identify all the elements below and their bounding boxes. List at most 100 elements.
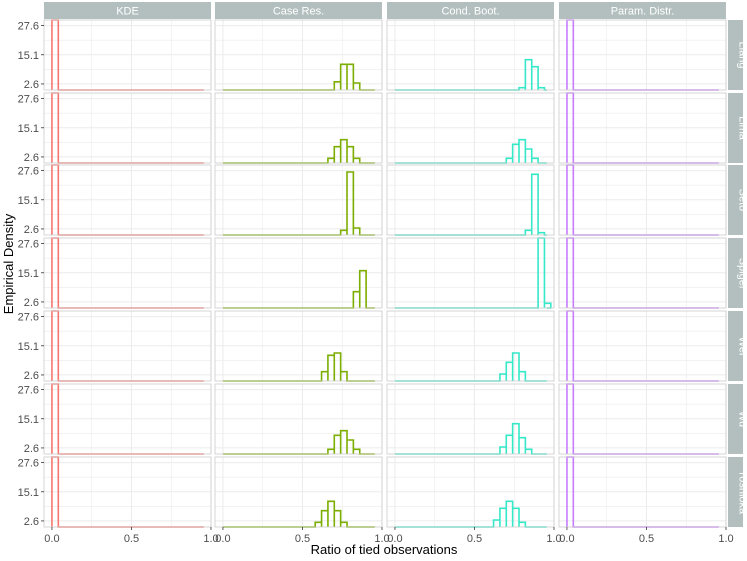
histogram-wei-cond-boot [394,352,547,382]
panel-border [386,92,555,164]
strip-bg-cond-boot [387,2,554,19]
panel-liang-case-res [214,19,383,91]
strip-label-cond-boot: Cond. Boot. [441,6,499,18]
x-tick-label: 0.5 [467,533,482,545]
panel-yoshioka-case-res [214,456,383,528]
panel-border [214,237,383,309]
column-strips: KDE Case Res. Cond. Boot. Param. Distr. [44,2,726,19]
panel-spigel-cond-boot [386,237,555,309]
row-strip-label-lima: Lima [737,116,747,141]
y-tick-label: 15.1 [18,268,39,280]
row-strip-label-yoshioka: Yoshioka [737,470,747,515]
row-strip-label-liang: Liang [737,42,747,69]
y-tick-label: 27.6 [18,239,39,251]
panel-liang-param-distr [558,19,727,91]
panel-wei-kde [43,310,212,382]
panel-wei-cond-boot [386,310,555,382]
panel-spigel-case-res [214,237,383,309]
panel-seto-kde [43,164,212,236]
histogram-liang-cond-boot [394,58,547,91]
panel-wu-param-distr [558,383,727,455]
y-tick-label: 2.6 [24,152,39,164]
panel-border [386,19,555,91]
panel-border [386,237,555,309]
y-tick-label: 2.6 [24,370,39,382]
y-tick-label: 2.6 [24,516,39,528]
panel-border [558,92,727,164]
histogram-wu-cond-boot [394,422,547,455]
histogram-yoshioka-case-res [222,500,375,528]
x-tick-label: 1.0 [374,533,389,545]
row-strip-bg-lima [728,93,743,163]
panel-border [558,164,727,236]
y-tick-label: 27.6 [18,94,39,106]
histogram-lima-case-res [222,138,375,164]
x-tick-label: 1.0 [203,533,218,545]
panel-liang-cond-boot [386,19,555,91]
panel-wei-case-res [214,310,383,382]
histogram-yoshioka-cond-boot [394,500,547,528]
strip-label-param-distr: Param. Distr. [611,6,675,18]
row-strip-label-spigel: Spigel [737,258,747,289]
x-tick-label: 1.0 [546,533,561,545]
row-strip-bg-seto [728,165,743,235]
panel-yoshioka-kde [43,456,212,528]
panel-lima-param-distr [558,92,727,164]
x-tick-label: 1.0 [718,533,733,545]
y-tick-label: 2.6 [24,79,39,91]
histogram-lima-cond-boot [394,138,547,164]
panel-border [558,237,727,309]
panel-spigel-kde [43,237,212,309]
x-tick-label: 0.0 [387,533,402,545]
histogram-seto-case-res [222,171,375,236]
panel-lima-cond-boot [386,92,555,164]
panel-yoshioka-cond-boot [386,456,555,528]
y-tick-label: 2.6 [24,224,39,236]
panel-border [386,456,555,528]
y-tick-label: 15.1 [18,195,39,207]
panel-lima-case-res [214,92,383,164]
y-tick-label: 27.6 [18,312,39,324]
panel-wu-cond-boot [386,383,555,455]
panel-border [214,92,383,164]
row-strips: Liang Lima Seto Spigel Wei Wu Yoshioka [728,20,747,527]
x-tick-label: 0.0 [559,533,574,545]
panels [43,19,727,528]
panel-seto-param-distr [558,164,727,236]
y-tick-label: 2.6 [24,297,39,309]
panel-border [214,164,383,236]
y-tick-label: 15.1 [18,50,39,62]
x-axis-title: Ratio of tied observations [311,542,458,557]
y-axis-title: Empirical Density [1,213,16,314]
histogram-wu-case-res [222,429,375,455]
y-tick-label: 15.1 [18,414,39,426]
strip-label-kde: KDE [116,6,139,18]
panel-border [386,164,555,236]
strip-bg-kde [44,2,211,19]
panel-seto-case-res [214,164,383,236]
panel-border [558,456,727,528]
row-strip-bg-wu [728,384,743,454]
strip-bg-case-res [215,2,382,19]
y-tick-label: 27.6 [18,166,39,178]
x-tick-label: 0.5 [639,533,654,545]
histogram-seto-cond-boot [394,173,547,236]
y-tick-label: 27.6 [18,458,39,470]
row-strip-label-wu: Wu [737,411,747,427]
panel-border [386,310,555,382]
panel-border [214,383,383,455]
panel-wei-param-distr [558,310,727,382]
row-strip-bg-spigel [728,238,743,308]
panel-spigel-param-distr [558,237,727,309]
x-tick-label: 0.0 [44,533,59,545]
row-strip-label-wei: Wei [737,337,747,356]
strip-bg-param-distr [559,2,726,19]
panel-border [214,310,383,382]
panel-yoshioka-param-distr [558,456,727,528]
y-tick-label: 27.6 [18,385,39,397]
strip-label-case-res: Case Res. [273,6,324,18]
x-axis: 0.0 0.5 1.00.0 0.5 1.00.0 0.5 1.00.0 0.5 1.0 [44,527,734,545]
histogram-wei-case-res [222,352,375,382]
histogram-liang-case-res [222,63,375,91]
